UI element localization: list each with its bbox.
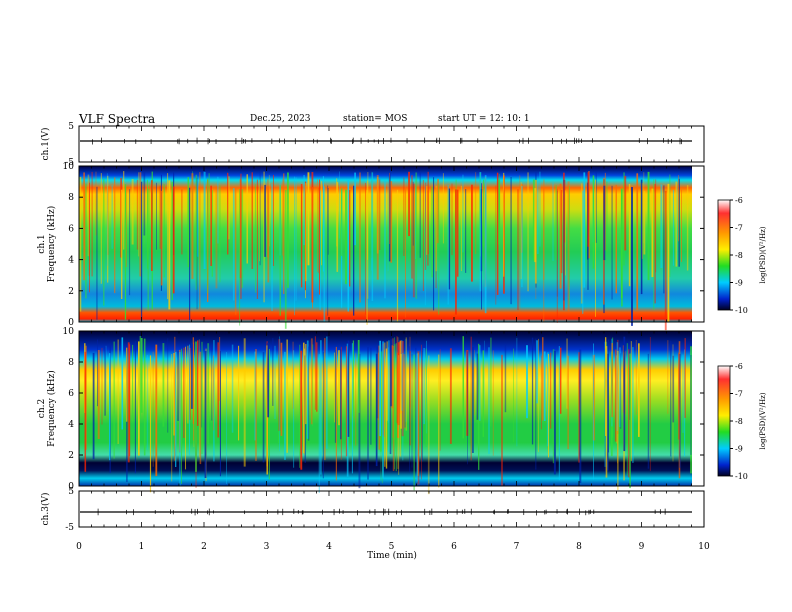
ch1-spectrogram-panel (79, 166, 704, 331)
y-axis-label: ch.1 (37, 234, 47, 253)
colorbar-tick-label: -6 (735, 196, 743, 205)
header-date: Dec.25, 2023 (250, 114, 311, 124)
y-tick-label: 4 (68, 420, 74, 430)
x-tick-label: 1 (139, 542, 145, 552)
x-axis-label: Time (min) (367, 550, 417, 561)
x-tick-label: 9 (639, 542, 645, 552)
ch2-spectrogram-panel (79, 331, 704, 495)
y-tick-label: 10 (63, 327, 75, 337)
y-tick-label: 4 (68, 256, 74, 266)
colorbar-tick-label: -7 (735, 390, 743, 399)
colorbar-tick-label: -8 (735, 417, 743, 426)
colorbar-tick-label: -7 (735, 224, 743, 233)
colorbar-tick-label: -6 (735, 362, 743, 371)
y-axis-label: ch.3(V) (40, 493, 51, 526)
x-tick-label: 4 (326, 542, 332, 552)
colorbar-tick-label: -8 (735, 251, 743, 260)
colorbar-label: log(PSD)(V²/Hz) (759, 392, 767, 449)
colorbar-label: log(PSD)(V²/Hz) (759, 226, 767, 283)
colorbar-tick-label: -9 (735, 279, 743, 288)
x-tick-label: 10 (698, 542, 710, 552)
ch2-colorbar (717, 365, 731, 477)
y-tick-label: -5 (65, 158, 74, 168)
x-tick-label: 5 (389, 542, 395, 552)
x-tick-label: 0 (76, 542, 82, 552)
colorbar-tick-label: -10 (735, 306, 748, 315)
y-tick-label: -5 (65, 523, 74, 533)
y-tick-label: 6 (68, 389, 74, 399)
y-tick-label: 8 (68, 358, 74, 368)
header-station: station= MOS (343, 114, 408, 124)
y-tick-label: 5 (68, 487, 74, 497)
y-axis-label: ch.1(V) (40, 128, 51, 161)
ch3-waveform-panel (78, 490, 705, 528)
y-tick-label: 2 (68, 287, 74, 297)
y-axis-label: Frequency (kHz) (46, 370, 57, 447)
x-tick-label: 8 (576, 542, 582, 552)
chart-title: VLF Spectra (79, 112, 156, 126)
colorbar-tick-label: -10 (735, 472, 748, 481)
x-tick-label: 2 (201, 542, 207, 552)
colorbar-tick-label: -9 (735, 445, 743, 454)
y-tick-label: 8 (68, 193, 74, 203)
y-tick-label: 0 (68, 482, 74, 492)
header-start-time: start UT = 12: 10: 1 (438, 114, 530, 124)
y-tick-label: 6 (68, 224, 74, 234)
y-tick-label: 0 (68, 318, 74, 328)
x-tick-label: 7 (514, 542, 520, 552)
x-tick-label: 3 (264, 542, 270, 552)
y-axis-label: ch.2 (37, 399, 47, 418)
y-tick-label: 10 (63, 162, 75, 172)
ch1-colorbar (717, 199, 731, 311)
y-tick-label: 5 (68, 122, 74, 132)
y-tick-label: 2 (68, 451, 74, 461)
x-tick-label: 6 (451, 542, 457, 552)
y-axis-label: Frequency (kHz) (46, 206, 57, 283)
ch1-waveform-panel (78, 125, 705, 163)
